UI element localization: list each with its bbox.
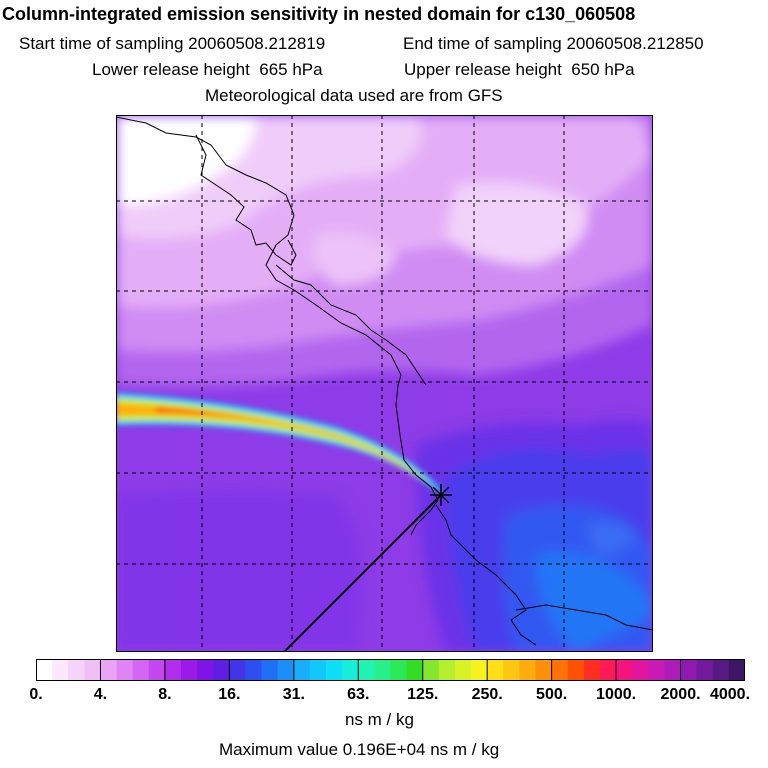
colorbar-tick-label: 0.: [29, 686, 43, 703]
colorbar-cell: [680, 659, 698, 681]
colorbar-cell: [229, 659, 247, 681]
colorbar-cell: [503, 659, 521, 681]
colorbar-cell: [36, 659, 53, 681]
colorbar-cell: [519, 659, 537, 681]
colorbar-cell: [535, 659, 553, 681]
colorbar-tick-label: 500.: [536, 686, 568, 703]
colorbar-cell: [712, 659, 730, 681]
colorbar-cell: [213, 659, 230, 681]
plot-title: Column-integrated emission sensitivity i…: [2, 4, 636, 24]
colorbar-cell: [164, 659, 182, 681]
colorbar-tick-label: 8.: [158, 686, 172, 703]
colorbar-tick-label: 4000.: [709, 686, 751, 703]
colorbar-cell: [181, 659, 198, 681]
colorbar-cell: [599, 659, 617, 681]
flight-track: [283, 494, 442, 652]
colorbar-cell: [551, 659, 569, 681]
colorbar-cell: [583, 659, 601, 681]
colorbar: [36, 659, 745, 681]
map-frame: [116, 115, 653, 652]
colorbar-cell: [100, 659, 118, 681]
maximum-value-label: Maximum value 0.196E+04 ns m / kg: [219, 740, 500, 759]
colorbar-cell: [567, 659, 585, 681]
colorbar-cell: [374, 659, 392, 681]
colorbar-cell: [632, 659, 649, 681]
end-time-label: End time of sampling 20060508.212850: [403, 34, 704, 53]
colorbar-cell: [148, 659, 166, 681]
colorbar-cell: [487, 659, 504, 681]
lat-lon-grid: [116, 115, 653, 652]
lower-release-label: Lower release height 665 hPa: [92, 60, 323, 79]
release-point-marker: [430, 484, 452, 506]
colorbar-cell: [84, 659, 102, 681]
colorbar-cell: [422, 659, 440, 681]
colorbar-cell: [326, 659, 343, 681]
upper-release-label: Upper release height 650 hPa: [404, 60, 635, 79]
colorbar-cell: [616, 659, 633, 681]
colorbar-tick-label: 1000.: [596, 686, 637, 703]
colorbar-cell: [309, 659, 327, 681]
colorbar-tick-label: 63.: [347, 686, 370, 703]
colorbar-cell: [261, 659, 279, 681]
colorbar-tick-label: 16.: [218, 686, 241, 703]
colorbar-cell: [116, 659, 134, 681]
colorbar-cell: [696, 659, 714, 681]
colorbar-cell: [52, 659, 69, 681]
colorbar-cell: [132, 659, 150, 681]
colorbar-cell: [358, 659, 375, 681]
colorbar-cell: [293, 659, 311, 681]
colorbar-cell: [648, 659, 666, 681]
colorbar-tick-label: 31.: [282, 686, 305, 703]
colorbar-cell: [277, 659, 295, 681]
colorbar-cell: [197, 659, 214, 681]
colorbar-units: ns m / kg: [345, 710, 414, 729]
colorbar-cell: [728, 659, 745, 681]
emission-plume: [116, 393, 441, 495]
colorbar-cell: [454, 659, 472, 681]
coastline: [116, 116, 653, 646]
met-data-label: Meteorological data used are from GFS: [205, 86, 503, 105]
start-time-label: Start time of sampling 20060508.212819: [19, 34, 326, 53]
sensitivity-map: [116, 115, 653, 652]
colorbar-cell: [390, 659, 408, 681]
colorbar-cell: [406, 659, 424, 681]
colorbar-cell: [68, 659, 85, 681]
colorbar-tick-label: 125.: [407, 686, 439, 703]
sensitivity-field: [116, 115, 653, 652]
colorbar-tick-label: 2000.: [660, 686, 701, 703]
colorbar-tick-label: 4.: [93, 686, 108, 703]
colorbar-cell: [245, 659, 263, 681]
colorbar-tick-label: 250.: [471, 686, 503, 703]
colorbar-cell: [438, 659, 456, 681]
colorbar-cell: [342, 659, 359, 681]
colorbar-cell: [664, 659, 682, 681]
colorbar-cell: [471, 659, 488, 681]
